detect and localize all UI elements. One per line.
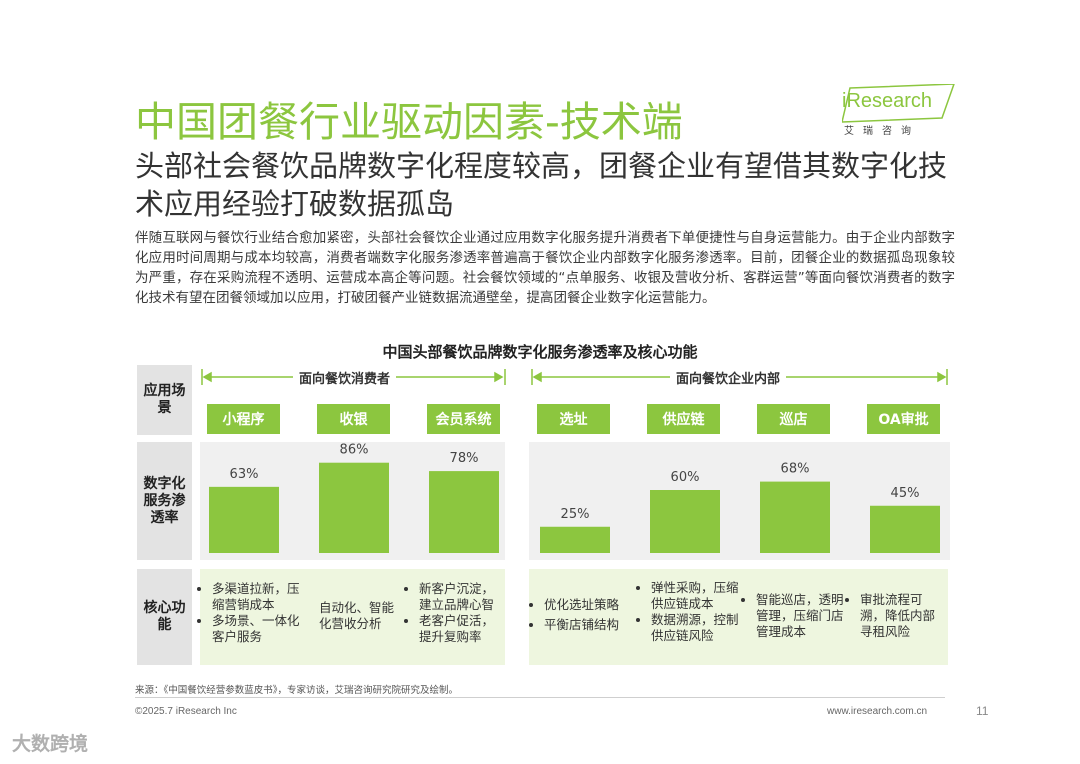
scene-oa-approval: OA审批 [867,404,940,434]
watermark: 大数跨境 [12,733,89,755]
arrowhead-right-2 [937,371,947,383]
function-site-selection: 优化选址策略 平衡店铺结构 [533,597,635,633]
function-panel-consumer [200,569,505,665]
scene-membership: 会员系统 [427,404,500,434]
group-label-internal: 面向餐饮企业内部 [670,368,787,387]
body-paragraph: 伴随互联网与餐饮行业结合愈加紧密，头部社会餐饮企业通过应用数字化服务提升消费者下… [135,230,955,306]
bar-label-1: 63% [230,467,259,482]
bar-2 [319,462,389,553]
function-item: 自动化、智能化营收分析 [319,600,395,631]
function-mini-program: 多渠道拉新，压缩营销成本 多场景、一体化客户服务 [201,581,307,645]
page-number: 11 [976,704,989,718]
bar-6 [760,481,830,553]
function-item: 老客户促活，提升复购率 [419,613,505,645]
rate-bar-chart: 63% 86% 78% 25% 60% 68% 45% [200,442,950,560]
bar-label-5: 60% [671,470,700,485]
function-cashier: 自动化、智能化营收分析 [319,600,405,632]
page-subtitle: 头部社会餐饮品牌数字化程度较高，团餐企业有望借其数字化技术应用经验打破数据孤岛 [135,149,948,221]
function-store-inspection: 智能巡店，透明管理，压缩门店管理成本 [745,592,845,640]
source-note: 来源：《中国餐饮经营参数蓝皮书》，专家访谈，艾瑞咨询研究院研究及绘制。 [135,685,459,696]
function-oa-approval: 审批流程可溯，降低内部寻租风险 [849,592,947,640]
scene-supply-chain: 供应链 [647,404,720,434]
scene-cashier: 收银 [317,404,390,434]
bar-5 [650,490,720,553]
row-header-function: 核心功能 [137,569,192,665]
scene-site-selection: 选址 [537,404,610,434]
footer-divider [135,697,945,698]
bar-label-7: 45% [891,486,920,501]
arrowhead-left-1 [202,371,212,383]
arrowhead-left-2 [532,371,542,383]
row-header-scene: 应用场景 [137,365,192,435]
logo-cn-text: 艾瑞咨询 [844,126,920,137]
bar-3 [429,471,499,553]
bar-label-4: 25% [561,507,590,522]
bar-label-6: 68% [781,462,810,477]
chart-title: 中国头部餐饮品牌数字化服务渗透率及核心功能 [382,343,698,361]
function-supply-chain: 弹性采购，压缩供应链成本 数据溯源，控制供应链风险 [640,580,740,644]
function-item: 数据溯源，控制供应链风险 [651,612,740,644]
arrowhead-right-1 [494,371,504,383]
logo-badge-shape [842,84,955,123]
iresearch-logo: iResearch 艾瑞咨询 [842,84,957,142]
page-title: 中国团餐行业驱动因素-技术端 [135,98,683,146]
bar-label-2: 86% [340,443,369,458]
logo-brand-text: iResearch [842,90,933,112]
scene-mini-program: 小程序 [207,404,280,434]
function-membership: 新客户沉淀，建立品牌心智 老客户促活，提升复购率 [408,581,505,645]
bar-7 [870,505,940,553]
bar-4 [540,526,610,553]
website-url: www.iresearch.com.cn [827,706,928,717]
function-item: 优化选址策略 [544,597,635,613]
function-item: 弹性采购，压缩供应链成本 [651,580,740,612]
bar-label-3: 78% [450,451,479,466]
function-item: 多场景、一体化客户服务 [212,613,307,645]
scene-store-inspection: 巡店 [757,404,830,434]
group-label-consumer: 面向餐饮消费者 [293,368,397,387]
function-item: 智能巡店，透明管理，压缩门店管理成本 [756,592,845,640]
function-item: 多渠道拉新，压缩营销成本 [212,581,307,613]
bar-1 [209,486,279,553]
function-item: 新客户沉淀，建立品牌心智 [419,581,505,613]
copyright: ©2025.7 iResearch Inc [135,706,237,717]
function-item: 审批流程可溯，降低内部寻租风险 [860,592,947,640]
row-header-rate: 数字化服务渗透率 [137,442,192,560]
function-panel-internal [529,569,948,665]
function-item: 平衡店铺结构 [544,617,635,633]
